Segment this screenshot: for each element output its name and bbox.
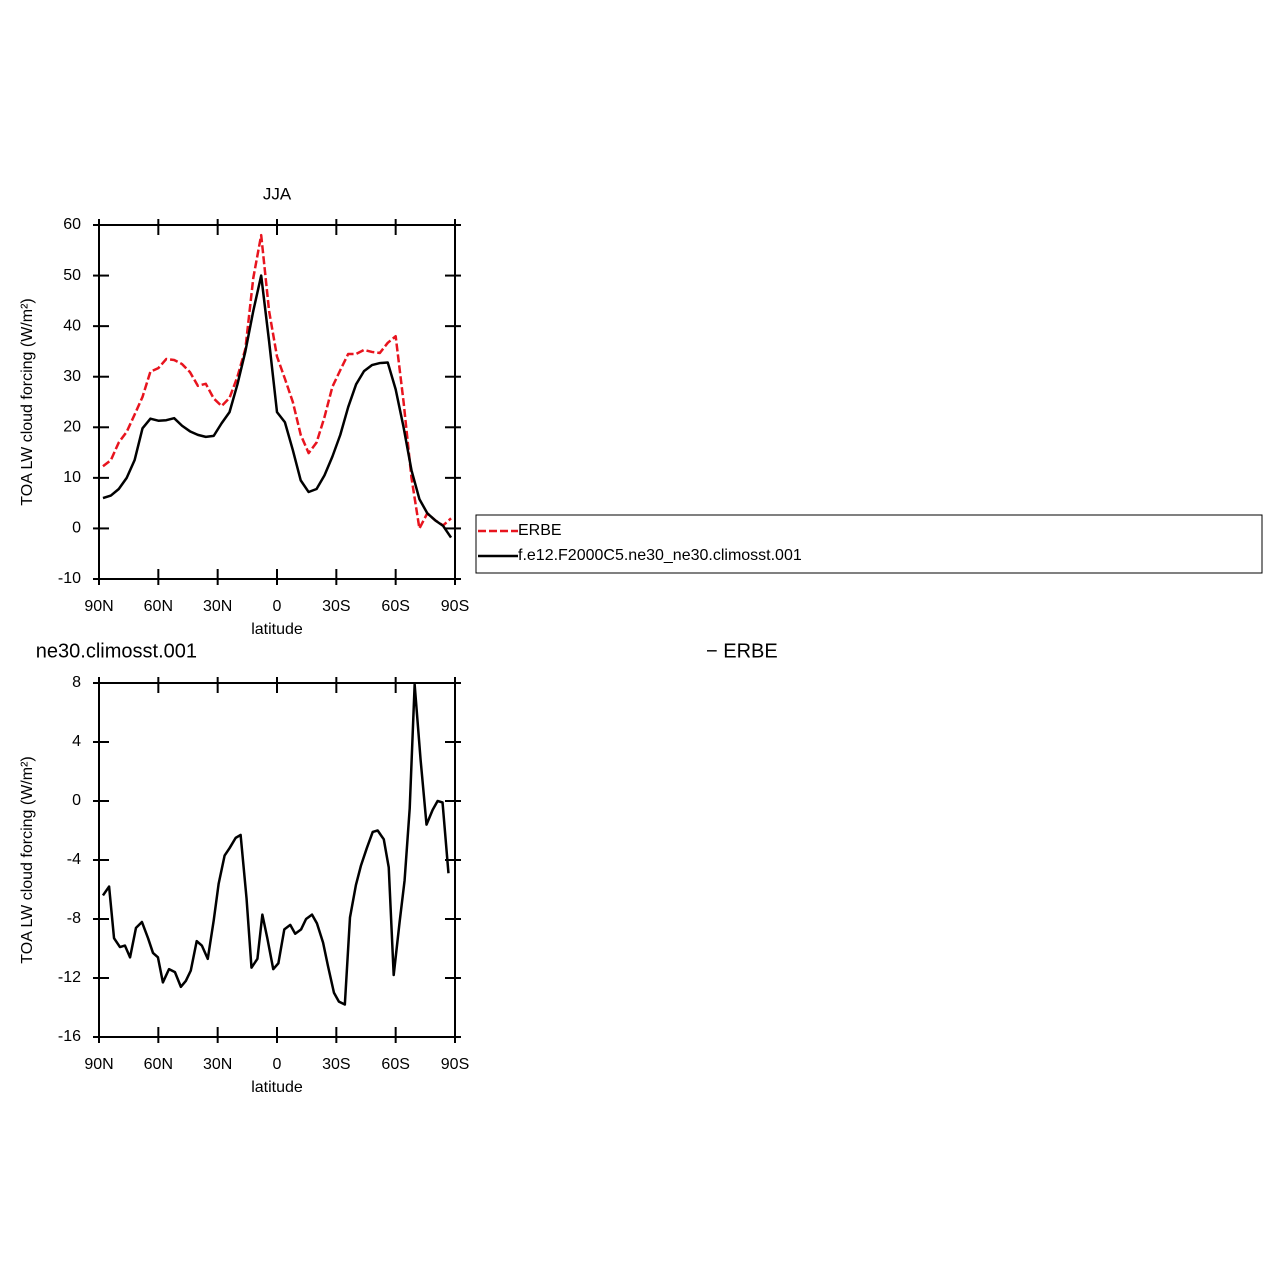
y-tick-label: -8: [67, 910, 81, 927]
data-line: [102, 274, 453, 539]
data-line: [101, 683, 450, 1006]
legend-label: f.e12.F2000C5.ne30_ne30.climosst.001: [518, 547, 802, 564]
x-tick-label: 30S: [322, 1056, 350, 1073]
x-tick-label: 90S: [441, 598, 469, 615]
y-tick-label: 0: [72, 520, 81, 537]
x-tick-label: 90N: [84, 1056, 113, 1073]
y-tick-label: 10: [63, 469, 81, 486]
y-tick-label: 40: [63, 317, 81, 334]
chart-title-left: ne30.climosst.001: [36, 640, 197, 662]
y-tick-label: 30: [63, 368, 81, 385]
plot-frame: [98, 224, 456, 580]
y-tick-label: -4: [67, 851, 81, 868]
legend-label: ERBE: [518, 522, 562, 539]
y-tick-label: 60: [63, 216, 81, 233]
x-tick-label: 60S: [381, 1056, 409, 1073]
plot-frame: [98, 682, 456, 1038]
x-tick-label: 0: [273, 1056, 282, 1073]
x-tick-label: 90N: [84, 598, 113, 615]
y-tick-label: 50: [63, 267, 81, 284]
x-tick-label: 60S: [381, 598, 409, 615]
y-tick-label: -12: [58, 969, 81, 986]
y-tick-label: 8: [72, 674, 81, 691]
y-axis-label: TOA LW cloud forcing (W/m²): [19, 756, 36, 963]
x-tick-label: 0: [273, 598, 282, 615]
data-line: [102, 233, 452, 530]
y-axis-label: TOA LW cloud forcing (W/m²): [19, 298, 36, 505]
y-tick-label: 0: [72, 792, 81, 809]
x-axis-label: latitude: [251, 621, 303, 638]
x-tick-label: 60N: [144, 598, 173, 615]
y-tick-label: -10: [58, 570, 81, 587]
x-tick-label: 60N: [144, 1056, 173, 1073]
x-axis-label: latitude: [251, 1079, 303, 1096]
chart-title: JJA: [263, 184, 292, 203]
chart-title-right: − ERBE: [706, 640, 778, 662]
x-tick-label: 30S: [322, 598, 350, 615]
x-tick-label: 90S: [441, 1056, 469, 1073]
y-tick-label: -16: [58, 1028, 81, 1045]
y-tick-label: 4: [72, 733, 81, 750]
x-tick-label: 30N: [203, 1056, 232, 1073]
x-tick-label: 30N: [203, 598, 232, 615]
legend-box: [475, 514, 1263, 574]
y-tick-label: 20: [63, 419, 81, 436]
